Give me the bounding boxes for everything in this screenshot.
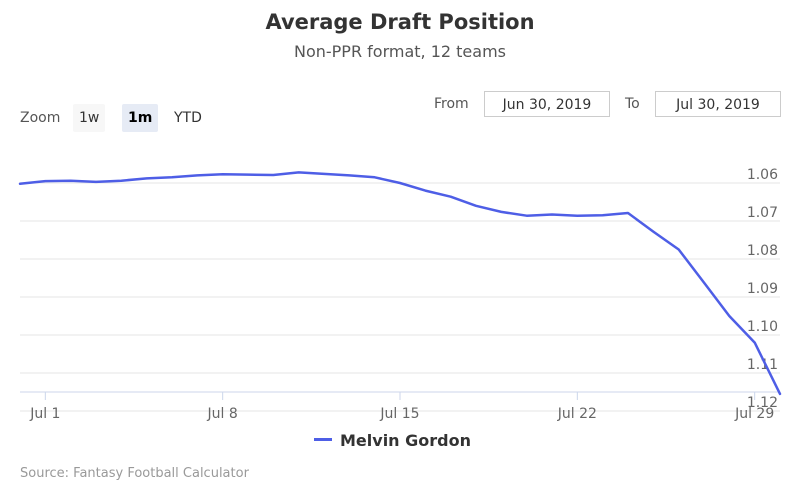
zoom-1w-button[interactable]: 1w <box>73 104 106 132</box>
series-layer <box>18 171 782 396</box>
legend-item[interactable]: Melvin Gordon <box>314 431 471 450</box>
to-label: To <box>625 96 640 112</box>
y-tick-label: 1.11 <box>747 357 778 373</box>
x-axis: Jul 1 Jul 8 Jul 15 Jul 22 Jul 29 <box>20 391 780 422</box>
series-line-melvin-gordon <box>18 171 782 396</box>
x-tick-label: Jul 1 <box>29 406 60 422</box>
y-tick-label: 1.08 <box>747 243 778 259</box>
legend-line-icon <box>314 438 332 441</box>
zoom-label: Zoom <box>20 110 61 126</box>
x-tick-label: Jul 15 <box>379 406 419 422</box>
credits[interactable]: Source: Fantasy Football Calculator <box>20 466 249 481</box>
to-date-input[interactable]: Jul 30, 2019 <box>655 91 781 117</box>
chart-subtitle: Non-PPR format, 12 teams <box>293 42 506 61</box>
y-tick-label: 1.12 <box>747 395 778 411</box>
y-tick-label: 1.10 <box>747 319 778 335</box>
y-tick-label: 1.07 <box>747 205 778 221</box>
chart-title: Average Draft Position <box>265 10 535 34</box>
y-tick-label: 1.09 <box>747 281 778 297</box>
from-date-input[interactable]: Jun 30, 2019 <box>484 91 610 117</box>
zoom-ytd-button[interactable]: YTD <box>174 110 202 126</box>
zoom-1m-button[interactable]: 1m <box>122 104 159 132</box>
x-tick-label: Jul 29 <box>734 406 774 422</box>
legend-label: Melvin Gordon <box>340 431 471 450</box>
grid-lines <box>20 182 780 412</box>
y-axis: 1.06 1.07 1.08 1.09 1.10 1.11 1.12 <box>747 167 778 411</box>
x-tick-label: Jul 8 <box>207 406 238 422</box>
y-tick-label: 1.06 <box>747 167 778 183</box>
from-label: From <box>434 96 469 112</box>
x-tick-label: Jul 22 <box>557 406 597 422</box>
